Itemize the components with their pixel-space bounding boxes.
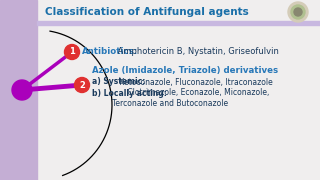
Text: 2: 2 xyxy=(79,80,85,89)
Bar xyxy=(37,21,320,25)
Circle shape xyxy=(75,78,90,93)
Circle shape xyxy=(12,80,32,100)
Text: Amphotericin B, Nystatin, Griseofulvin: Amphotericin B, Nystatin, Griseofulvin xyxy=(115,48,279,57)
Circle shape xyxy=(65,44,79,60)
Text: Ketoconazole, Fluconazole, Itraconazole: Ketoconazole, Fluconazole, Itraconazole xyxy=(117,78,273,87)
Text: Antibiotics:: Antibiotics: xyxy=(82,48,138,57)
Text: Terconazole and Butoconazole: Terconazole and Butoconazole xyxy=(112,100,228,109)
Text: Classification of Antifungal agents: Classification of Antifungal agents xyxy=(45,7,249,17)
Circle shape xyxy=(294,8,302,16)
Text: b) Locally acting:: b) Locally acting: xyxy=(92,89,167,98)
Text: a) Systemic:: a) Systemic: xyxy=(92,78,145,87)
Text: Clotrimazole, Econazole, Miconazole,: Clotrimazole, Econazole, Miconazole, xyxy=(125,89,269,98)
Bar xyxy=(0,0,37,180)
Text: 1: 1 xyxy=(69,48,75,57)
Circle shape xyxy=(288,2,308,22)
Text: Azole (Imidazole, Triazole) derivatives: Azole (Imidazole, Triazole) derivatives xyxy=(92,66,278,75)
Circle shape xyxy=(291,5,305,19)
